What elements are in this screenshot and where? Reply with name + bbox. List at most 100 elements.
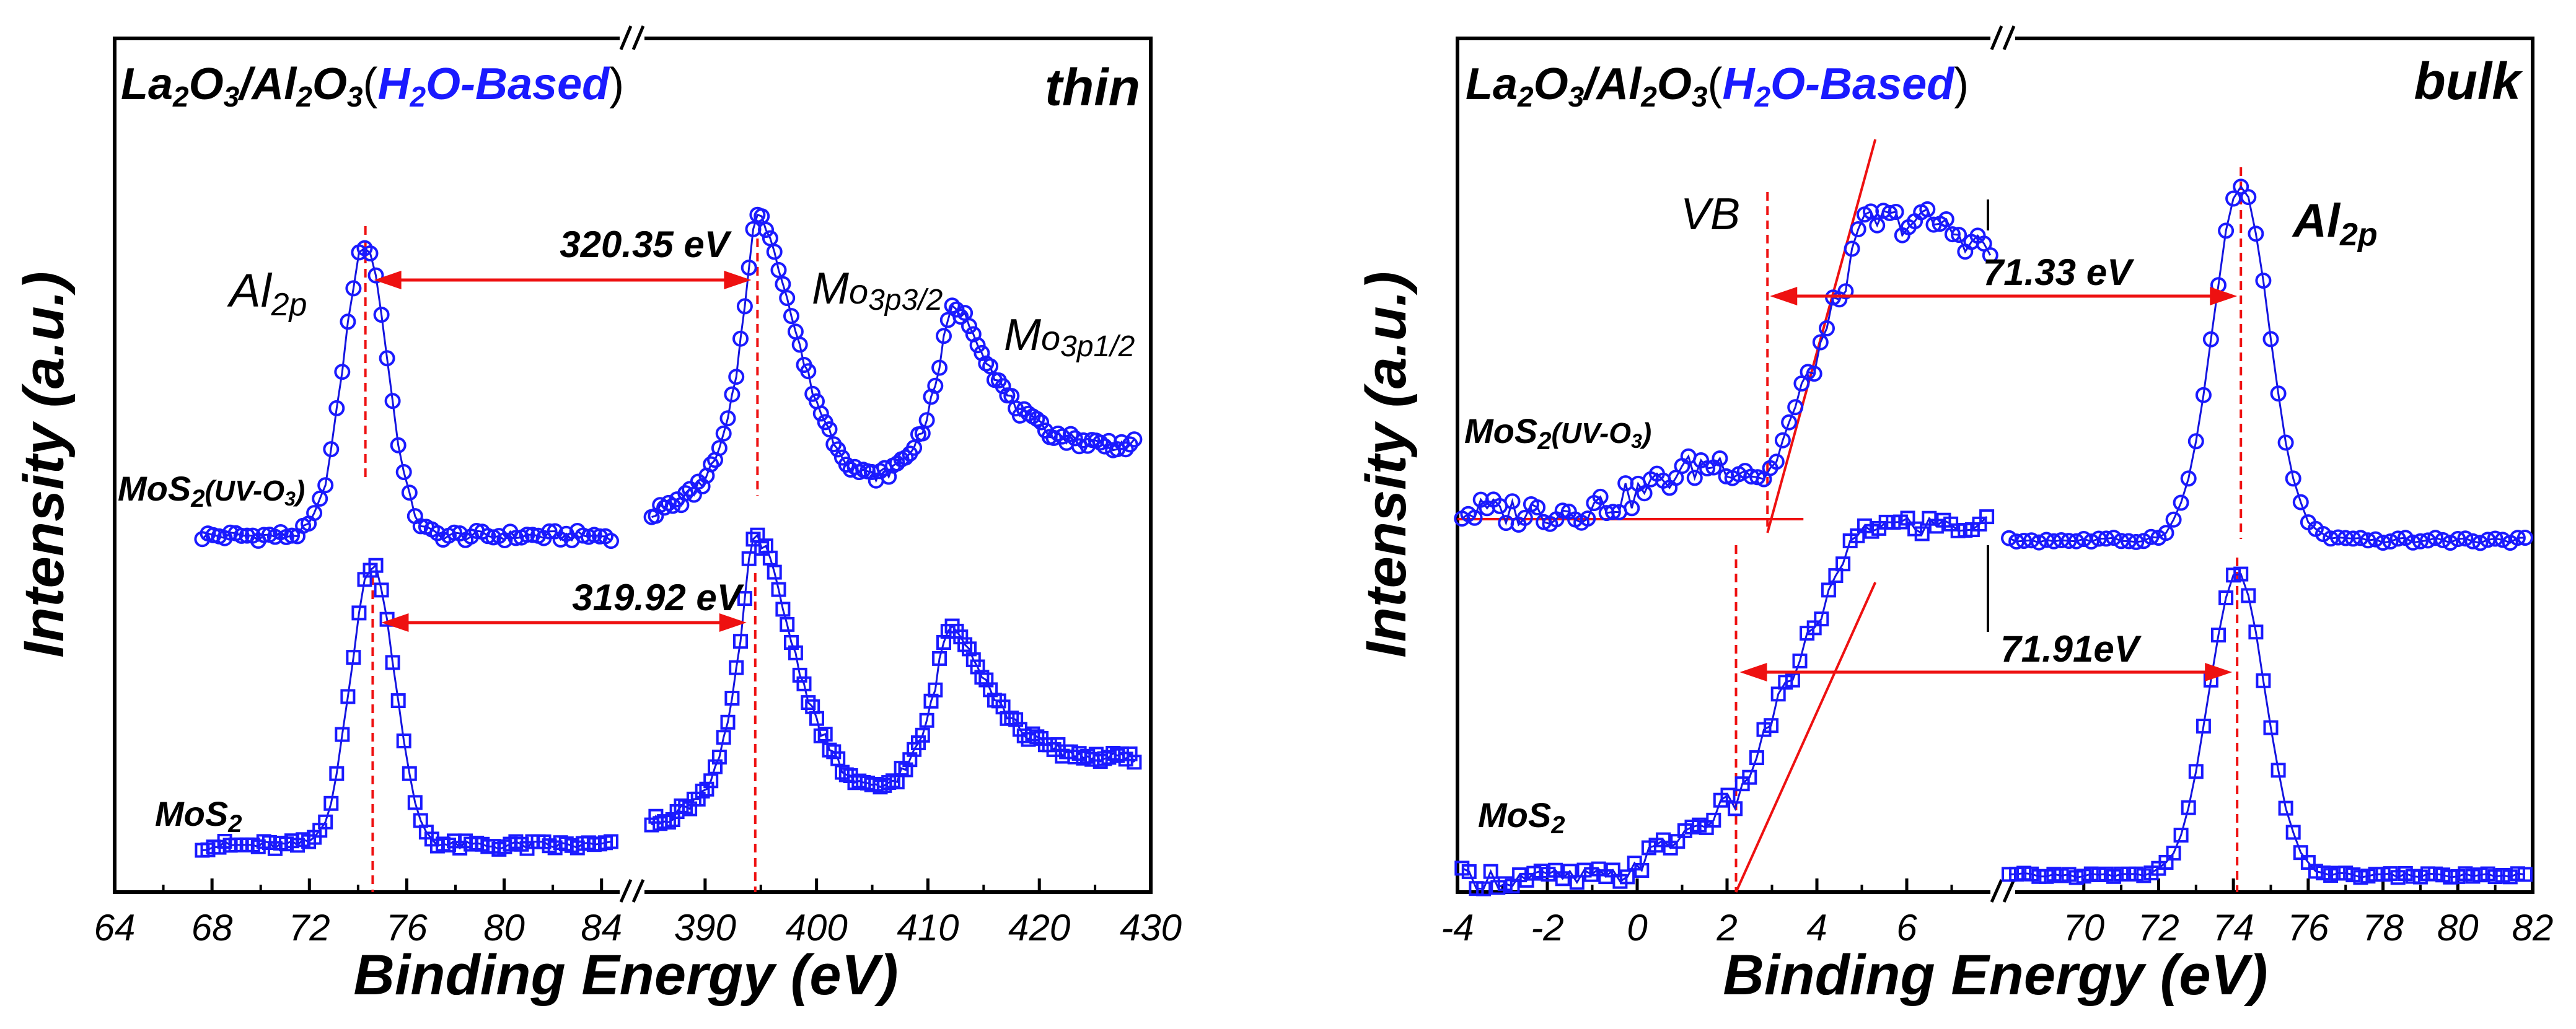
data-point <box>367 267 384 284</box>
data-point <box>775 602 791 617</box>
data-point <box>401 484 418 501</box>
data-point <box>911 735 926 750</box>
peak-label-al2p: Al2p <box>2292 195 2378 253</box>
data-point <box>2285 825 2301 840</box>
data-point <box>719 410 736 427</box>
data-point <box>944 297 961 314</box>
data-point <box>2412 869 2428 885</box>
data-point <box>1686 470 1703 486</box>
data-point <box>736 298 753 315</box>
data-point <box>1774 432 1791 449</box>
data-point <box>2031 869 2047 884</box>
data-point <box>2420 532 2436 549</box>
series-label-mos2: MoS2 <box>155 794 242 838</box>
x-tick-label: 400 <box>786 907 848 948</box>
data-point <box>2323 530 2339 547</box>
data-point <box>2098 866 2114 882</box>
data-point <box>2173 494 2189 511</box>
data-point <box>1117 441 1134 458</box>
data-point <box>1504 493 1521 510</box>
data-point <box>1516 509 1533 526</box>
x-tick-label: 80 <box>2437 907 2479 948</box>
data-point <box>1466 509 1483 526</box>
data-point <box>1821 582 1836 598</box>
data-point <box>703 773 719 789</box>
axis-break-mark <box>631 878 645 903</box>
x-tick-label: 64 <box>94 907 136 948</box>
data-point <box>1636 485 1653 502</box>
data-point <box>665 812 680 827</box>
data-point <box>970 659 985 675</box>
data-point <box>1699 460 1716 476</box>
data-point <box>2263 720 2279 735</box>
data-point <box>656 499 673 516</box>
data-point <box>2502 869 2518 885</box>
data-point <box>2233 566 2249 582</box>
data-point <box>809 711 824 726</box>
separation-arrow-upper-head <box>1770 287 1798 305</box>
separation-label-upper: 320.35 eV <box>560 224 732 265</box>
data-point <box>2479 532 2496 548</box>
data-point <box>2256 673 2271 688</box>
data-point <box>1634 863 1650 878</box>
series-mos2-uv-o3 <box>1454 178 2533 551</box>
data-point <box>1604 504 1621 520</box>
data-point <box>2404 534 2421 551</box>
separation-arrow-lower-head <box>719 613 747 632</box>
data-point <box>2443 869 2458 885</box>
data-point <box>323 441 340 458</box>
data-point <box>1835 556 1851 572</box>
data-point <box>708 759 723 774</box>
data-point <box>1127 755 1142 770</box>
data-point <box>1712 450 1728 466</box>
data-point <box>368 558 384 573</box>
data-point <box>2166 846 2181 861</box>
data-point <box>1850 221 1866 237</box>
data-point <box>2337 530 2354 546</box>
series-mos2-uv-o3 <box>194 206 1143 550</box>
axis-break-mark <box>631 25 645 50</box>
guide-lines <box>364 226 759 892</box>
data-point <box>2464 533 2481 550</box>
data-point <box>1529 499 1546 515</box>
data-point <box>2001 530 2017 546</box>
data-point <box>2435 532 2451 548</box>
data-point <box>2248 226 2264 242</box>
data-point <box>1982 247 1998 263</box>
data-point <box>724 386 741 403</box>
data-point <box>2016 533 2033 549</box>
data-point <box>2038 532 2055 548</box>
data-point <box>1092 434 1109 451</box>
energy-separation-arrows <box>374 271 752 632</box>
data-point <box>927 377 944 394</box>
data-point <box>699 781 714 797</box>
data-point <box>788 645 803 660</box>
data-point <box>1062 426 1079 442</box>
data-point <box>1092 754 1108 769</box>
data-point <box>2375 535 2391 551</box>
data-point <box>1768 453 1785 470</box>
data-point <box>2472 535 2489 551</box>
data-point <box>2487 869 2503 885</box>
data-point <box>379 350 395 367</box>
data-point <box>1029 729 1045 745</box>
data-point <box>812 405 829 422</box>
data-point <box>2389 530 2406 547</box>
data-point <box>754 541 770 556</box>
data-point <box>2277 434 2294 451</box>
data-point <box>1706 812 1721 828</box>
data-point <box>2068 870 2084 885</box>
x-tick-label: 72 <box>2138 907 2179 948</box>
data-point <box>720 714 736 730</box>
data-point <box>2233 178 2249 195</box>
x-tick-label: 390 <box>674 907 736 948</box>
data-point <box>733 634 748 649</box>
data-point <box>915 727 930 743</box>
data-point <box>1004 711 1019 725</box>
x-tick-label: 68 <box>191 907 233 948</box>
series-mos2 <box>1454 509 2533 896</box>
data-point <box>779 290 796 306</box>
data-point <box>762 550 778 566</box>
